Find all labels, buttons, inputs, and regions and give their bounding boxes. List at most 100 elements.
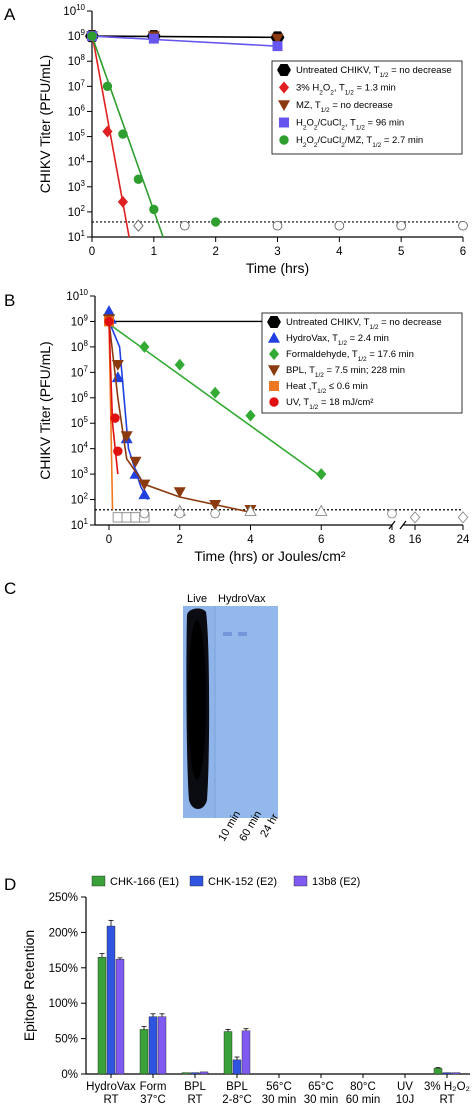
legend-marker [267,315,281,329]
x-tick-label: 16 [409,534,422,546]
chart-d: 0% 50% 100% 150% 200% 250% Epitope Retention Hy… [21,875,470,1106]
legend-label: HydroVax, T1/2 = 2.4 min [286,333,389,347]
y-tick-label: 105 [68,129,86,144]
y-tick-label: 104 [71,441,89,456]
legend-label: 3% H2O2, T1/2 = 1.3 min [296,83,396,97]
legend-label: Untreated CHIKV, T1/2 = no decrease [296,65,452,79]
y-axis-label: CHIKV Titer (PFU/mL) [37,55,53,193]
bar [199,1071,209,1075]
bar [223,1031,233,1075]
legend-box [271,60,463,155]
data-point [139,340,150,353]
gel-band-hydrovax-2 [238,632,247,636]
data-point [210,217,221,227]
x-tick-label: 2 [177,534,183,546]
bar [442,1072,452,1075]
data-point [173,487,186,499]
bar [451,1072,461,1075]
x-tick-label: RT [187,1094,202,1104]
data-point [139,508,150,519]
fit-line [91,35,278,47]
x-tick-label: 1 [151,246,157,258]
fit-line [91,35,278,39]
y-tick-label: 1010 [66,288,88,303]
legend-marker [279,135,289,145]
x-tick-label: 2-8°C [222,1094,252,1104]
fit-line [108,321,119,475]
legend-box [261,312,463,414]
x-tick-label: BPL [226,1081,248,1093]
x-tick-label: BPL [184,1081,206,1093]
x-tick-label: HydroVax [86,1081,136,1093]
data-point [102,81,113,92]
y-tick-label: 105 [71,415,89,430]
data-point [174,508,185,519]
y-tick-label: 0% [61,1069,78,1081]
data-point [133,219,144,232]
legend-label: Formaldehyde, T1/2 = 17.6 min [286,349,414,363]
y-tick-label: 106 [71,390,89,405]
y-tick-label: 250% [49,892,78,904]
x-tick-label: 65°C [308,1081,334,1093]
gel-lane-label-hydrovax: HydroVax [218,593,266,605]
data-point [209,499,222,511]
x-tick-label: 30 min [262,1094,297,1104]
data-point [244,504,257,516]
legend-label: 13b8 (E2) [312,876,360,888]
y-tick-label: 104 [68,154,86,169]
y-tick-label: 102 [71,492,89,507]
data-point [210,508,220,519]
data-point [117,195,128,208]
x-tick-label: RT [103,1094,118,1104]
bar [97,956,107,1075]
y-tick-label: 1010 [63,3,85,18]
x-tick-label: Form [140,1081,167,1093]
data-point [387,508,397,519]
x-tick-label: 80°C [350,1081,376,1093]
x-tick-label: 6 [318,534,324,546]
bar [139,1029,149,1075]
data-point [210,386,221,399]
x-tick-label: 4 [247,534,254,546]
bar [106,925,116,1075]
legend-marker [278,81,290,94]
x-axis-label: Time (hrs) or Joules/cm² [194,548,346,564]
data-point [272,41,283,52]
y-tick-label: 102 [68,204,86,219]
data-point [118,129,128,139]
data-point [102,125,113,138]
data-point [129,456,142,468]
y-tick-label: 108 [71,339,89,354]
y-axis-label: Epitope Retention [21,930,37,1041]
y-tick-label: 150% [49,963,78,975]
data-point [334,220,345,231]
gel-band-hydrovax-1 [223,632,232,636]
legend-marker [268,348,280,360]
y-tick-label: 109 [71,313,89,328]
bar [148,1016,158,1075]
legend-swatch [293,875,308,887]
panel-letter-d: D [4,875,16,894]
legend-marker [267,331,281,343]
x-tick-label: 3 [274,246,280,258]
bar [190,1072,200,1075]
data-point [457,511,469,524]
legend-label: H2O2/CuCl2/MZ, T1/2 = 2.7 min [296,135,423,149]
panel-letter-c: C [4,579,16,598]
legend-label: CHK-152 (E2) [208,876,277,888]
legend-marker [277,64,291,76]
legend-label: Untreated CHIKV, T1/2 = no decrease [286,317,442,331]
bar [181,1072,191,1075]
data-point [121,512,132,523]
y-tick-label: 103 [68,179,86,194]
bar [157,1016,167,1075]
data-point [138,488,151,500]
y-tick-label: 107 [68,78,86,93]
y-tick-label: 103 [71,466,89,481]
gel-lane-label-live: Live [187,593,207,605]
y-tick-label: 106 [68,103,86,118]
x-tick-label: RT [439,1094,454,1104]
gel-right-lanes [215,606,278,818]
